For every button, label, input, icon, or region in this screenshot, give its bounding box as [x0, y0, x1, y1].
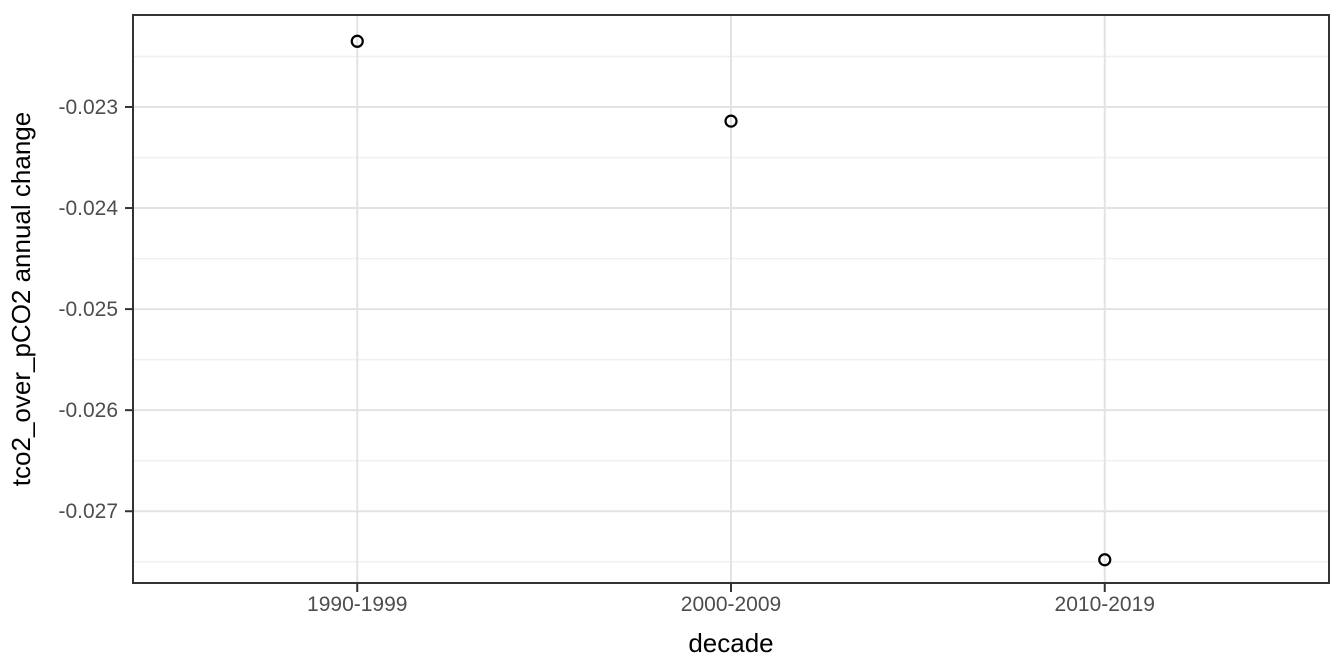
y-tick-label: -0.026: [58, 399, 118, 422]
panel-border: [132, 14, 1330, 584]
data-point: [1098, 553, 1112, 567]
y-tick-label: -0.024: [58, 197, 118, 220]
y-tick-label: -0.027: [58, 500, 118, 523]
data-point: [724, 114, 738, 128]
x-tick-label: 2000-2009: [681, 593, 781, 616]
x-axis-title: decade: [688, 628, 773, 658]
data-points: [350, 34, 1112, 567]
gridlines-major: [133, 15, 1329, 583]
axis-tick-marks: [125, 105, 1106, 592]
x-tick-label: 2010-2019: [1055, 593, 1155, 616]
data-point: [350, 34, 364, 48]
x-tick-label: 1990-1999: [307, 593, 407, 616]
y-tick-label: -0.023: [58, 96, 118, 119]
axis-tick-labels: -0.023 -0.024 -0.025 -0.026 -0.027 1990-1999 2…: [58, 96, 1155, 616]
y-axis-title: tco2_over_pCO2 annual change: [6, 112, 36, 486]
y-tick-label: -0.025: [58, 298, 118, 321]
